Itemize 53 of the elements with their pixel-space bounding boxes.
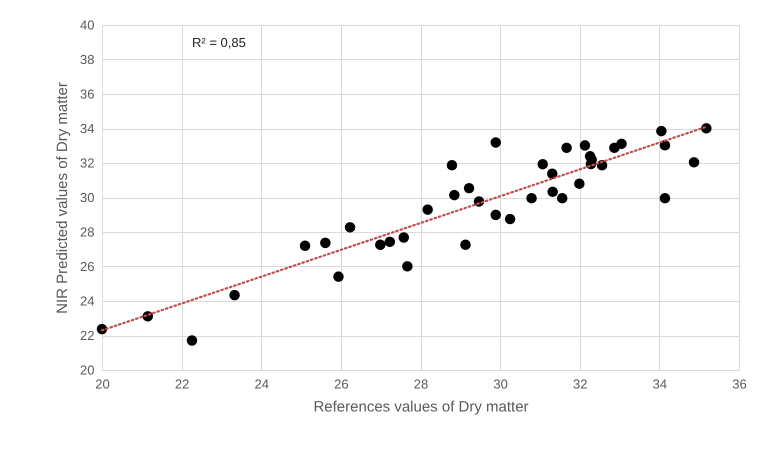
x-tick-label: 26	[334, 376, 349, 392]
point	[398, 232, 410, 243]
x-tick-label: 32	[573, 376, 588, 392]
point	[446, 160, 458, 170]
x-tick-label: 36	[732, 376, 747, 392]
point	[660, 192, 670, 204]
x-tick-label: 20	[95, 376, 110, 392]
point	[556, 192, 568, 204]
x-axis-title: References values of Dry matter	[313, 398, 529, 416]
y-tick-label: 26	[80, 259, 94, 274]
y-axis-title: NIR Predicted values of Dry matter	[54, 82, 72, 314]
point	[460, 240, 471, 250]
x-tick-label: 34	[652, 376, 668, 392]
point	[300, 240, 310, 252]
point	[464, 182, 474, 194]
x-tick-label: 22	[174, 376, 190, 392]
y-tick-label: 20	[80, 362, 94, 378]
point	[547, 186, 558, 198]
point	[616, 138, 627, 150]
point	[344, 222, 356, 233]
point	[688, 157, 700, 168]
point	[449, 190, 460, 200]
point	[320, 238, 331, 248]
point	[229, 290, 240, 300]
point	[333, 271, 344, 282]
point	[504, 214, 516, 224]
point	[422, 204, 433, 215]
y-tick-label: 34	[80, 121, 94, 136]
y-tick-label: 38	[80, 52, 94, 67]
point	[561, 142, 572, 154]
point	[375, 240, 386, 250]
y-tick-label: 28	[80, 224, 94, 240]
point	[490, 137, 501, 148]
point	[526, 192, 537, 204]
point	[384, 236, 396, 248]
point	[186, 335, 198, 346]
x-tick-label: 28	[414, 376, 428, 392]
y-tick-label: 32	[80, 156, 94, 170]
point	[402, 261, 413, 272]
y-tick-label: 24	[80, 294, 94, 308]
point	[574, 178, 585, 189]
point	[656, 126, 667, 136]
point	[580, 140, 590, 151]
y-tick-label: 30	[80, 190, 94, 205]
point	[490, 210, 501, 220]
point	[537, 158, 548, 170]
x-tick-label: 30	[493, 376, 508, 392]
y-tick-label: 22	[80, 328, 94, 343]
x-tick-label: 24	[254, 376, 269, 392]
annotation: R² = 0,85	[192, 35, 246, 50]
y-tick-label: 36	[80, 86, 94, 102]
point	[547, 168, 558, 179]
y-tick-label: 40	[80, 18, 94, 32]
